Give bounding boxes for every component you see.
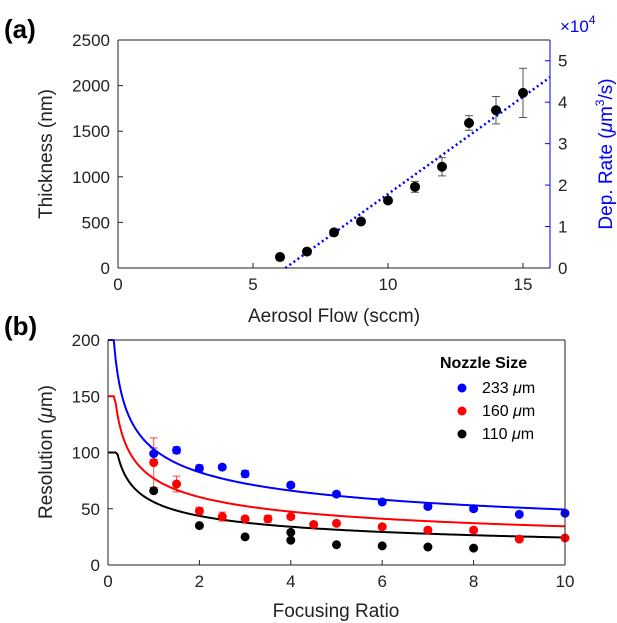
chart-a-y2label: Dep. Rate (μm3/s) bbox=[593, 78, 617, 229]
chart-a-y2tick-label: 2 bbox=[558, 176, 567, 195]
chart-b-point bbox=[377, 522, 387, 532]
chart-b-xtick-label: 6 bbox=[377, 572, 386, 591]
chart-b-point bbox=[217, 462, 227, 472]
chart-b-point bbox=[332, 489, 341, 499]
legend-marker bbox=[457, 429, 467, 439]
legend-marker bbox=[457, 406, 467, 416]
chart-b-ytick-label: 150 bbox=[72, 387, 100, 406]
chart-b-fit-curve bbox=[108, 395, 566, 528]
chart-b-point bbox=[240, 469, 250, 479]
chart-b-point bbox=[149, 458, 159, 468]
chart-a-point bbox=[410, 181, 420, 192]
chart-a-point bbox=[329, 227, 339, 238]
chart-a-point bbox=[464, 117, 474, 128]
chart-b-point bbox=[377, 541, 387, 551]
chart-a-point bbox=[491, 105, 501, 116]
legend-entry-label: 110 μm bbox=[482, 426, 534, 443]
chart-b-point bbox=[263, 514, 273, 524]
chart-b-point bbox=[423, 525, 433, 535]
panel-b-label: (b) bbox=[4, 311, 37, 341]
chart-a-xtick-label: 10 bbox=[379, 275, 398, 294]
chart-a-point bbox=[302, 246, 312, 257]
chart-b-xtick-label: 0 bbox=[103, 572, 112, 591]
chart-a-y2tick-label: 0 bbox=[558, 259, 567, 278]
chart-b-point bbox=[469, 525, 479, 535]
chart-a-xtick-label: 0 bbox=[113, 275, 122, 294]
chart-a-ytick-label: 1500 bbox=[72, 122, 110, 141]
chart-b-point bbox=[286, 535, 296, 545]
chart-b-point bbox=[469, 543, 479, 553]
chart-a-ytick-label: 500 bbox=[82, 213, 110, 232]
chart-a-y2tick-label: 5 bbox=[558, 52, 567, 71]
chart-b-xtick-label: 8 bbox=[469, 572, 478, 591]
chart-b-legend: Nozzle Size 233 μm 160 μm 110 μm bbox=[440, 355, 535, 443]
chart-b-ytick-label: 100 bbox=[72, 444, 100, 463]
chart-a-point bbox=[356, 216, 366, 227]
legend-title: Nozzle Size bbox=[440, 355, 527, 372]
chart-a: 0 5 10 15 0 500 1000 1500 2000 2500 0 1 2 3 4 5 Aerosol… bbox=[36, 13, 617, 327]
chart-b-xlabel: Focusing Ratio bbox=[273, 601, 400, 622]
chart-a-y2tick-label: 3 bbox=[558, 135, 567, 154]
chart-b-point bbox=[240, 514, 250, 524]
chart-b-point bbox=[514, 509, 524, 519]
chart-b-point bbox=[240, 532, 250, 542]
chart-a-ytick-label: 2500 bbox=[72, 31, 110, 50]
chart-b-point bbox=[149, 486, 159, 496]
chart-b-point bbox=[423, 502, 433, 511]
chart-a-fit-line bbox=[284, 76, 551, 270]
chart-b-point bbox=[194, 463, 204, 473]
legend-entry-label: 160 μm bbox=[482, 403, 535, 420]
chart-a-y2tick-label: 1 bbox=[558, 218, 567, 237]
chart-a-y2-multiplier: ×104 bbox=[560, 13, 596, 36]
chart-b-point bbox=[172, 445, 182, 455]
chart-a-point bbox=[275, 252, 285, 263]
chart-b-point bbox=[194, 521, 204, 531]
legend-marker bbox=[457, 383, 467, 393]
chart-b-ytick-label: 50 bbox=[81, 500, 100, 519]
chart-b-ylabel: Resolution (μm) bbox=[36, 385, 57, 519]
chart-a-point bbox=[383, 195, 393, 206]
chart-b-point bbox=[469, 504, 479, 514]
chart-a-ytick-label: 1000 bbox=[72, 168, 110, 187]
chart-b-point bbox=[332, 518, 341, 528]
chart-b-point bbox=[286, 512, 296, 522]
chart-b-point bbox=[217, 512, 227, 522]
chart-b-point bbox=[194, 506, 204, 516]
chart-b-point bbox=[286, 480, 296, 490]
chart-b-point bbox=[309, 520, 319, 529]
legend-entry-label: 233 μm bbox=[482, 380, 535, 397]
chart-b-xtick-label: 2 bbox=[195, 572, 204, 591]
chart-a-point bbox=[437, 161, 447, 172]
chart-b-ytick-label: 0 bbox=[91, 556, 100, 575]
chart-a-xtick-label: 15 bbox=[514, 275, 533, 294]
panel-a-label: (a) bbox=[4, 14, 36, 44]
chart-b-point bbox=[172, 479, 182, 489]
chart-b-point bbox=[377, 497, 387, 507]
chart-b-point bbox=[332, 540, 341, 550]
chart-b-point bbox=[423, 542, 433, 552]
chart-b-fit-curve bbox=[108, 451, 566, 539]
chart-b-xtick-label: 4 bbox=[286, 572, 295, 591]
chart-b-ytick-label: 200 bbox=[72, 331, 100, 350]
chart-a-ylabel: Thickness (nm) bbox=[36, 89, 57, 219]
chart-a-point bbox=[518, 87, 528, 98]
chart-b-point bbox=[286, 527, 296, 537]
chart-b-point bbox=[514, 534, 524, 544]
chart-b-point bbox=[149, 449, 159, 459]
chart-a-ytick-label: 2000 bbox=[72, 77, 110, 96]
chart-a-y2tick-label: 4 bbox=[558, 93, 567, 112]
chart-b-xtick-label: 10 bbox=[556, 572, 575, 591]
chart-a-xtick-label: 5 bbox=[248, 275, 257, 294]
chart-a-xlabel: Aerosol Flow (sccm) bbox=[248, 306, 420, 327]
chart-a-ytick-label: 0 bbox=[101, 259, 110, 278]
